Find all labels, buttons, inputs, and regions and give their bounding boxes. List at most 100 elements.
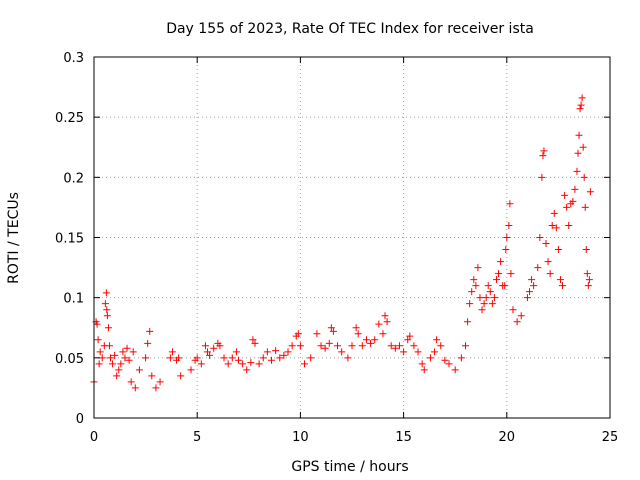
data-point bbox=[103, 306, 111, 314]
data-point bbox=[575, 131, 583, 139]
data-point bbox=[115, 366, 123, 374]
data-point bbox=[550, 209, 558, 217]
data-point bbox=[294, 330, 302, 338]
data-point bbox=[387, 342, 395, 350]
chart-title: Day 155 of 2023, Rate Of TEC Index for r… bbox=[166, 21, 534, 37]
data-point bbox=[272, 347, 280, 355]
data-point bbox=[129, 348, 137, 356]
data-point bbox=[367, 339, 375, 347]
data-point bbox=[123, 344, 131, 352]
data-point bbox=[536, 234, 544, 241]
data-point bbox=[542, 240, 550, 248]
data-point bbox=[113, 372, 121, 380]
x-axis-title: GPS time / hours bbox=[291, 459, 408, 475]
data-point bbox=[577, 101, 585, 109]
y-tick-label: 0.25 bbox=[55, 111, 84, 126]
data-point bbox=[280, 351, 288, 359]
data-point bbox=[206, 351, 214, 359]
data-point bbox=[327, 324, 335, 332]
data-point bbox=[569, 197, 577, 205]
data-point bbox=[414, 348, 422, 356]
data-point bbox=[119, 348, 127, 356]
y-axis-title: ROTI / TECUs bbox=[6, 192, 22, 284]
data-point bbox=[334, 342, 342, 350]
data-point bbox=[582, 246, 590, 254]
data-point bbox=[395, 342, 403, 350]
data-point bbox=[584, 282, 592, 290]
data-point bbox=[406, 332, 414, 340]
data-point bbox=[579, 143, 587, 151]
data-markers bbox=[90, 94, 594, 392]
data-point bbox=[484, 282, 492, 290]
data-point bbox=[307, 354, 315, 362]
data-point bbox=[474, 264, 482, 272]
data-point bbox=[433, 336, 441, 344]
data-point bbox=[468, 288, 476, 296]
data-point bbox=[301, 360, 309, 368]
data-point bbox=[517, 312, 525, 320]
data-point bbox=[228, 354, 236, 362]
data-point bbox=[574, 149, 582, 157]
data-point bbox=[344, 354, 352, 362]
data-point bbox=[559, 282, 567, 290]
data-point bbox=[135, 366, 143, 374]
data-point bbox=[220, 354, 228, 362]
axis-ticks: 0 5 10 15 20 25 0 0.05 0.1 0.15 0.2 0.25 0.3 bbox=[55, 51, 618, 445]
data-point bbox=[276, 354, 284, 362]
data-point bbox=[317, 342, 325, 350]
data-point bbox=[526, 288, 534, 296]
data-point bbox=[234, 356, 242, 364]
data-point bbox=[400, 348, 408, 356]
data-point bbox=[156, 378, 164, 386]
data-point bbox=[478, 306, 486, 314]
data-point bbox=[431, 348, 439, 356]
data-point bbox=[243, 366, 251, 374]
data-point bbox=[441, 356, 449, 364]
data-point bbox=[563, 203, 571, 211]
data-point bbox=[95, 360, 103, 368]
data-point bbox=[462, 342, 470, 350]
data-point bbox=[502, 246, 510, 254]
data-point bbox=[540, 147, 548, 155]
data-point bbox=[354, 330, 362, 338]
data-point bbox=[554, 246, 562, 254]
y-tick-label: 0 bbox=[76, 412, 84, 427]
data-point bbox=[528, 276, 536, 284]
data-point bbox=[148, 372, 156, 380]
data-point bbox=[338, 348, 346, 356]
data-point bbox=[224, 360, 232, 368]
data-point bbox=[362, 336, 370, 344]
data-point bbox=[107, 354, 115, 362]
data-point bbox=[505, 221, 513, 229]
data-point bbox=[247, 359, 255, 367]
data-point bbox=[509, 306, 517, 314]
data-point bbox=[105, 342, 113, 350]
data-point bbox=[204, 348, 212, 356]
data-point bbox=[501, 282, 509, 290]
data-point bbox=[538, 173, 546, 181]
data-point bbox=[375, 320, 383, 328]
data-point bbox=[187, 366, 195, 374]
data-point bbox=[581, 203, 589, 211]
data-point bbox=[144, 339, 152, 347]
data-point bbox=[251, 339, 259, 347]
data-point bbox=[268, 356, 276, 364]
data-point bbox=[249, 336, 257, 344]
data-point bbox=[358, 342, 366, 350]
data-point bbox=[466, 300, 474, 308]
data-point bbox=[404, 336, 412, 344]
data-point bbox=[492, 276, 500, 284]
data-point bbox=[544, 258, 552, 266]
data-point bbox=[539, 152, 547, 160]
data-point bbox=[381, 312, 389, 320]
data-point bbox=[142, 354, 150, 362]
data-point bbox=[263, 348, 271, 356]
data-point bbox=[379, 330, 387, 338]
data-point bbox=[418, 360, 426, 368]
data-point bbox=[96, 348, 104, 356]
data-point bbox=[146, 327, 154, 335]
data-point bbox=[391, 344, 399, 352]
data-point bbox=[497, 258, 505, 266]
data-point bbox=[513, 318, 521, 326]
